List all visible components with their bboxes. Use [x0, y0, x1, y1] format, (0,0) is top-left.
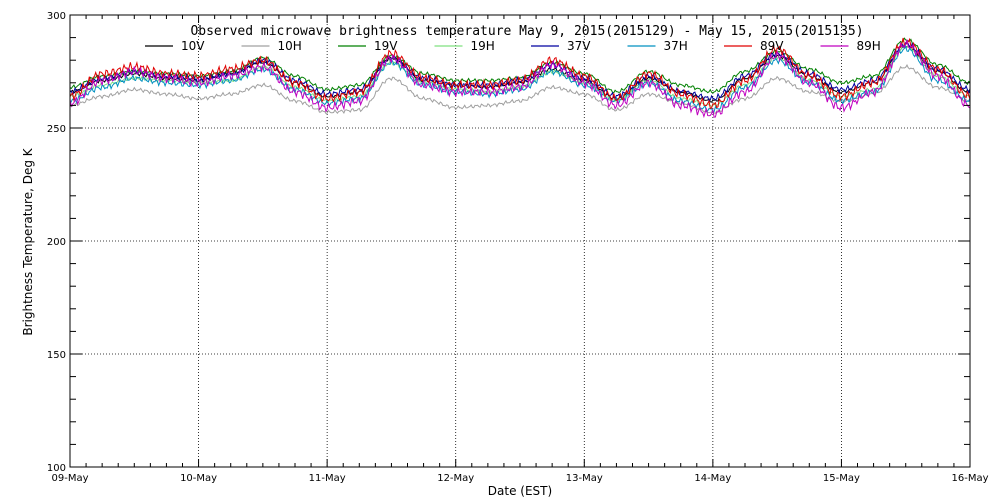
x-tick-label: 12-May	[437, 473, 474, 484]
legend-label-89h: 89H	[857, 39, 881, 53]
y-tick-label: 150	[47, 350, 66, 361]
legend-label-10h: 10H	[278, 39, 302, 53]
series-line-89v	[69, 37, 971, 110]
legend-label-37h: 37H	[664, 39, 688, 53]
series-line-10v	[69, 44, 971, 103]
y-tick-label: 250	[47, 124, 66, 135]
x-tick-label: 11-May	[309, 473, 346, 484]
x-axis-label: Date (EST)	[488, 484, 552, 498]
axis-ticks: 09-May 10-May 11-May 12-May 13-May 14-May 15-M…	[47, 11, 989, 484]
legend-label-19v: 19V	[374, 39, 398, 53]
series-line-89h	[69, 39, 971, 119]
legend-label-89v: 89V	[760, 39, 784, 53]
y-tick-label: 100	[47, 463, 66, 474]
grid-lines	[70, 15, 970, 467]
x-tick-label: 15-May	[823, 473, 860, 484]
legend-label-37v: 37V	[567, 39, 591, 53]
legend: 10V 10H 19V 19H 37V 37H 89V 89H	[145, 39, 881, 53]
y-tick-label: 300	[47, 11, 66, 22]
series-line-10h	[69, 64, 971, 115]
y-axis-label: Brightness Temperature, Deg K	[21, 147, 35, 335]
legend-label-19h: 19H	[471, 39, 495, 53]
x-tick-label: 13-May	[566, 473, 603, 484]
x-tick-label: 14-May	[694, 473, 731, 484]
x-tick-label: 16-May	[951, 473, 988, 484]
legend-label-10v: 10V	[181, 39, 205, 53]
chart-title: Observed microwave brightness temperatur…	[190, 24, 863, 39]
x-tick-label: 09-May	[51, 473, 88, 484]
series-line-37v	[70, 41, 971, 102]
y-tick-label: 200	[47, 237, 66, 248]
series-lines	[69, 37, 971, 119]
x-tick-label: 10-May	[180, 473, 217, 484]
